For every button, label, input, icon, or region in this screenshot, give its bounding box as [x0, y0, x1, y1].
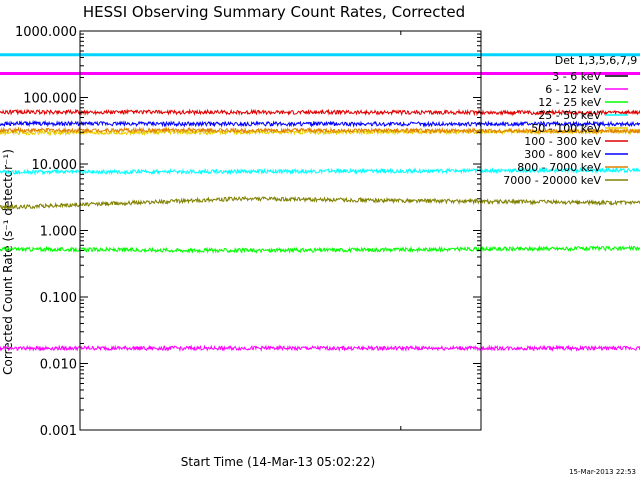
series-line-1-0	[0, 344, 640, 353]
legend-label-5: 100 - 300 keV	[524, 135, 601, 148]
y-tick-label-5: 100.000	[23, 92, 77, 107]
y-tick-label-0: 0.001	[40, 424, 77, 439]
chart-title: HESSI Observing Summary Count Rates, Cor…	[83, 3, 465, 21]
plot-frame	[79, 30, 482, 431]
legend-label-1: 6 - 12 keV	[545, 83, 601, 96]
legend-label-2: 12 - 25 keV	[538, 96, 601, 109]
legend-label-7: 800 - 7000 keV	[517, 161, 601, 174]
legend-title: Det 1,3,5,6,7,9	[555, 54, 638, 67]
series-line-8-0	[0, 195, 640, 211]
y-tick-label-6: 1000.000	[15, 25, 77, 40]
legend-label-0: 3 - 6 keV	[552, 70, 601, 83]
legend-label-4: 50 - 100 keV	[531, 122, 601, 135]
y-tick-label-1: 0.010	[40, 358, 77, 373]
legend-label-3: 25 - 50 keV	[538, 109, 601, 122]
footer-timestamp: 15-Mar-2013 22:53	[569, 468, 636, 476]
y-tick-label-4: 10.000	[32, 158, 78, 173]
x-axis-label: Start Time (14-Mar-13 05:02:22)	[181, 455, 375, 469]
legend-label-8: 7000 - 20000 keV	[503, 174, 601, 187]
y-axis-label: Corrected Count Rate (s⁻¹ detector⁻¹)	[1, 149, 15, 375]
y-tick-label-2: 0.100	[40, 291, 77, 306]
legend-label-6: 300 - 800 keV	[524, 148, 601, 161]
series-line-2-0	[0, 244, 640, 255]
y-tick-label-3: 1.000	[40, 225, 77, 240]
